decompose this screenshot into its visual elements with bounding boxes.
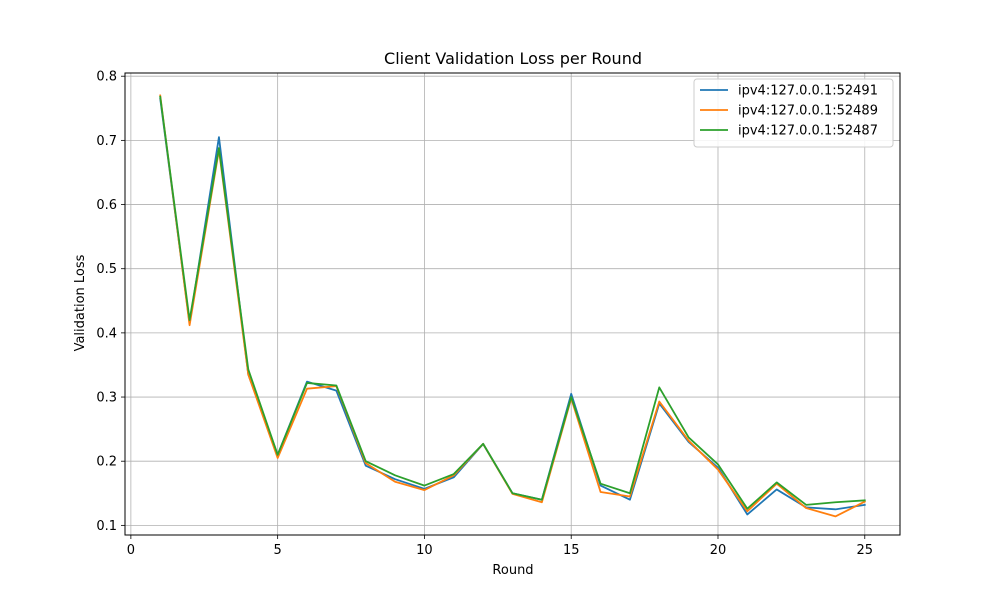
grid [125,73,900,535]
y-tick-label: 0.7 [96,134,117,149]
legend-label: ipv4:127.0.0.1:52489 [738,104,878,119]
y-axis-title: Validation Loss [73,254,88,351]
chart-title: Client Validation Loss per Round [384,49,642,68]
y-tick-label: 0.1 [96,519,117,534]
y-tick-label: 0.2 [96,455,117,470]
y-tick-label: 0.4 [96,326,117,341]
legend-label: ipv4:127.0.0.1:52491 [738,84,878,99]
x-axis-title: Round [492,563,533,578]
series-lines [159,94,866,518]
y-tick-label: 0.8 [96,70,117,85]
y-tick-label: 0.3 [96,391,117,406]
x-tick-label: 10 [416,543,433,558]
y-tick-label: 0.5 [96,262,117,277]
x-tick-label: 5 [274,543,282,558]
legend: ipv4:127.0.0.1:52491 ipv4:127.0.0.1:52489… [693,78,894,148]
axis-ticks: 0 5 10 15 20 25 0.1 0.2 0.3 0.4 0.5 0.6 0.7 0.8 [96,70,873,558]
x-tick-label: 15 [563,543,580,558]
x-tick-label: 20 [710,543,727,558]
legend-label: ipv4:127.0.0.1:52487 [738,124,878,139]
series-line-3 [159,95,866,510]
plot-frame [124,72,901,536]
x-tick-label: 25 [856,543,873,558]
x-tick-label: 0 [127,543,135,558]
legend-box [693,78,894,148]
y-tick-label: 0.6 [96,198,117,213]
